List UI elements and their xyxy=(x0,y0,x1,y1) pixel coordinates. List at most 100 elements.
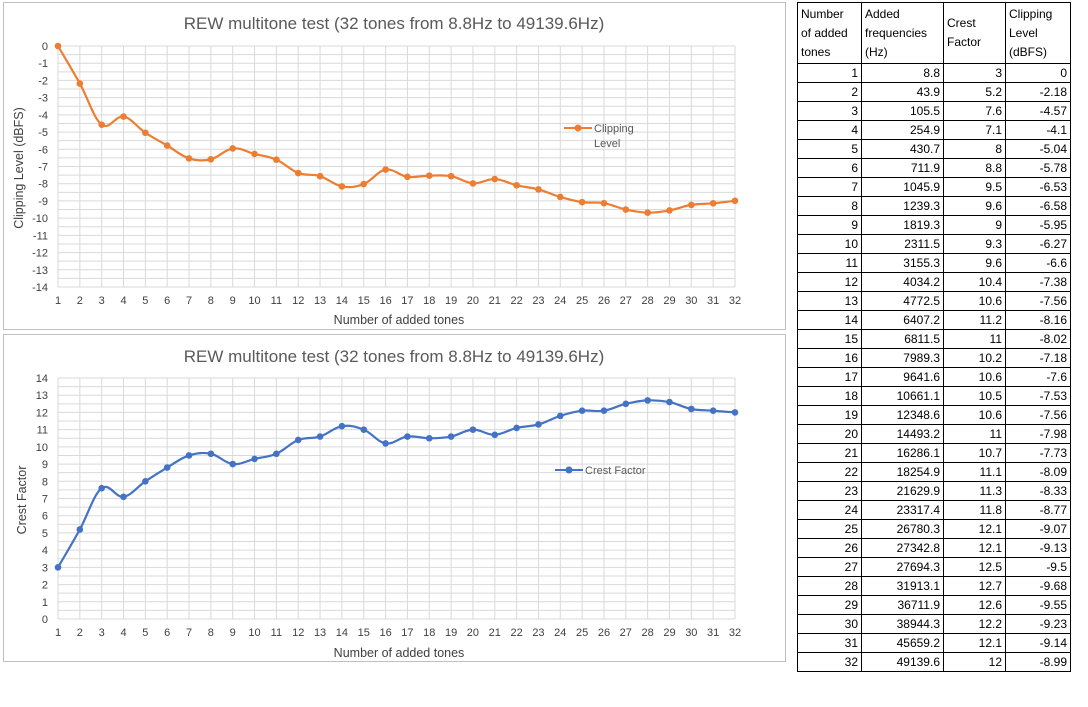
table-cell: 0 xyxy=(1005,63,1071,83)
table-cell: 20 xyxy=(797,424,862,444)
data-point xyxy=(404,433,411,440)
table-row: 17 9641.6 10.6 -7.6 xyxy=(797,367,1071,387)
table-cell: 11.1 xyxy=(943,462,1006,482)
data-point xyxy=(491,431,499,439)
y-tick-label: -4 xyxy=(38,110,48,122)
data-point xyxy=(535,186,542,193)
crest-factor-chart-svg: REW multitone test (32 tones from 8.8Hz … xyxy=(15,347,741,660)
data-point xyxy=(163,464,171,471)
table-cell: -8.09 xyxy=(1005,462,1071,482)
table-cell: -2.18 xyxy=(1005,82,1071,102)
table-cell: 5.2 xyxy=(943,82,1006,102)
data-point xyxy=(360,426,368,433)
table-cell: 6 xyxy=(797,158,862,178)
table-cell: 12 xyxy=(797,272,862,292)
table-cell: -4.57 xyxy=(1005,101,1071,121)
y-tick-label: 4 xyxy=(42,545,48,557)
x-tick-label: 4 xyxy=(120,627,126,639)
legend: Clipping Level xyxy=(564,123,634,150)
x-tick-label: 19 xyxy=(445,295,457,307)
table-cell: 3155.3 xyxy=(861,253,944,273)
data-point xyxy=(666,398,673,406)
x-tick-label: 13 xyxy=(314,627,326,639)
data-point xyxy=(142,129,149,137)
x-tick-label: 10 xyxy=(248,627,260,639)
y-tick-label: -8 xyxy=(38,179,48,191)
table-row: 1 8.8 3 0 xyxy=(797,63,1071,83)
data-point xyxy=(513,424,520,432)
table-cell: 11 xyxy=(797,253,862,273)
table-cell: 12.6 xyxy=(943,595,1006,615)
data-point xyxy=(229,460,237,468)
table-cell: -9.5 xyxy=(1005,557,1071,577)
table-cell: 105.5 xyxy=(861,101,944,121)
x-tick-label: 16 xyxy=(379,295,391,307)
table-cell: 7 xyxy=(797,177,862,197)
table-row: 6 711.9 8.8 -5.78 xyxy=(797,158,1071,178)
data-point xyxy=(688,405,695,413)
x-tick-label: 29 xyxy=(663,295,675,307)
x-tick-label: 8 xyxy=(208,295,214,307)
table-cell: 12.1 xyxy=(943,633,1006,653)
x-tick-label: 10 xyxy=(248,295,260,307)
legend-marker xyxy=(574,124,582,132)
table-cell: -4.1 xyxy=(1005,120,1071,140)
data-point xyxy=(76,526,84,533)
table-cell: 4 xyxy=(797,120,862,140)
data-point xyxy=(622,400,630,408)
table-cell: 9641.6 xyxy=(861,367,944,387)
header-line: Crest xyxy=(947,16,976,30)
table-cell: -8.99 xyxy=(1005,652,1071,672)
data-point xyxy=(338,183,346,190)
table-cell: 43.9 xyxy=(861,82,944,102)
x-tick-label: 4 xyxy=(120,295,126,307)
data-point xyxy=(556,412,564,420)
table-cell: 31 xyxy=(797,633,862,653)
table-cell: 38944.3 xyxy=(861,614,944,634)
x-tick-label: 18 xyxy=(423,627,435,639)
table-cell: 1819.3 xyxy=(861,215,944,235)
data-point xyxy=(709,200,717,207)
table-row: 10 2311.5 9.3 -6.27 xyxy=(797,234,1071,254)
data-point xyxy=(644,209,651,216)
x-tick-label: 26 xyxy=(598,295,610,307)
table-cell: 8 xyxy=(797,196,862,216)
x-axis-title: Number of added tones xyxy=(334,313,465,327)
header-line: (dBFS) xyxy=(1009,44,1048,59)
table-row: 3 105.5 7.6 -4.57 xyxy=(797,101,1071,121)
x-tick-label: 1 xyxy=(55,295,61,307)
table-row: 14 6407.2 11.2 -8.16 xyxy=(797,310,1071,330)
x-tick-label: 31 xyxy=(707,627,719,639)
data-point xyxy=(316,172,324,180)
table-cell: 711.9 xyxy=(861,158,944,178)
table-cell: 17 xyxy=(797,367,862,387)
table-row: 9 1819.3 9 -5.95 xyxy=(797,215,1071,235)
table-cell: 49139.6 xyxy=(861,652,944,672)
data-point xyxy=(578,198,586,206)
x-tick-label: 26 xyxy=(598,627,610,639)
data-point xyxy=(491,175,499,183)
x-tick-label: 22 xyxy=(510,295,522,307)
table-row: 16 7989.3 10.2 -7.18 xyxy=(797,348,1071,368)
table-row: 11 3155.3 9.6 -6.6 xyxy=(797,253,1071,273)
y-tick-label: -3 xyxy=(38,93,48,105)
table-cell: -7.53 xyxy=(1005,386,1071,406)
table-cell: -6.6 xyxy=(1005,253,1071,273)
table-cell: 27694.3 xyxy=(861,557,944,577)
table-cell: 32 xyxy=(797,652,862,672)
x-tick-label: 24 xyxy=(554,627,566,639)
table-cell: 8 xyxy=(943,139,1006,159)
data-point xyxy=(294,169,302,177)
x-tick-label: 21 xyxy=(489,295,501,307)
table-cell: 25 xyxy=(797,519,862,539)
x-tick-label: 31 xyxy=(707,295,719,307)
header-line: frequencies xyxy=(865,25,928,40)
table-row: 26 27342.8 12.1 -9.13 xyxy=(797,538,1071,558)
header-added-frequencies: Added frequencies (Hz) xyxy=(861,2,944,64)
header-line: of added xyxy=(801,25,848,40)
table-cell: 9.3 xyxy=(943,234,1006,254)
x-tick-label: 32 xyxy=(729,295,741,307)
y-tick-label: -11 xyxy=(33,230,48,242)
table-cell: 3 xyxy=(943,63,1006,83)
x-tick-label: 25 xyxy=(576,627,588,639)
